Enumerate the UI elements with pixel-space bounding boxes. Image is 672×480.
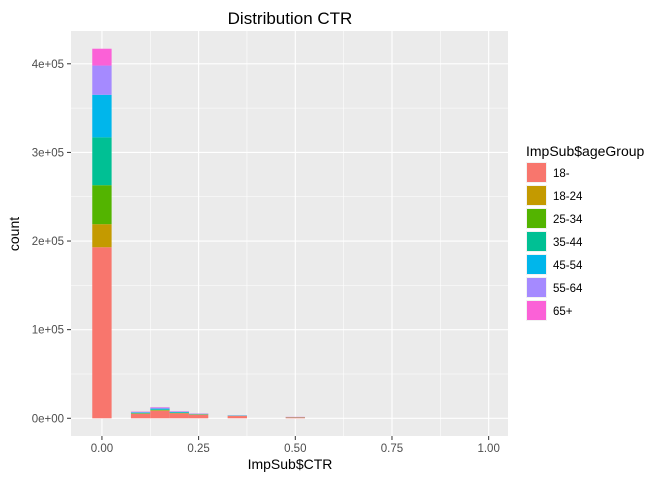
y-tick-label: 3e+05 (32, 147, 64, 159)
x-tick-label: 0.00 (91, 443, 113, 455)
legend-label: 18-24 (553, 191, 583, 203)
bar-segment (92, 94, 112, 138)
legend-key (527, 232, 546, 251)
bar-segment (92, 137, 112, 186)
legend-label: 65+ (553, 306, 573, 318)
chart-title: Distribution CTR (228, 9, 353, 28)
bar-segment (285, 417, 305, 419)
legend-label: 55-64 (553, 283, 583, 295)
bars (92, 48, 305, 419)
legend-label: 35-44 (553, 237, 583, 249)
legend-label: 18- (553, 168, 570, 180)
y-tick-label: 0e+00 (32, 413, 64, 425)
x-axis-title: ImpSub$CTR (248, 456, 333, 472)
bar-segment (130, 412, 151, 413)
x-tick-label: 1.00 (477, 443, 499, 455)
bar-segment (92, 185, 112, 225)
bar-segment (150, 409, 170, 410)
bar-segment (150, 408, 170, 410)
legend-key (527, 278, 546, 297)
y-tick-label: 4e+05 (32, 59, 64, 71)
y-tick-label: 1e+05 (32, 325, 64, 337)
bar-segment (92, 48, 112, 66)
legend-title: ImpSub$ageGroup (526, 143, 645, 159)
bar-segment (130, 413, 151, 419)
y-tick-label: 2e+05 (32, 236, 64, 248)
x-tick-label: 0.25 (187, 443, 209, 455)
bar-segment (227, 416, 247, 419)
plot-panel (71, 31, 508, 436)
legend-key (527, 209, 546, 228)
y-axis: 0e+00 1e+05 2e+05 3e+05 4e+05 (32, 59, 71, 425)
y-axis-title: count (6, 217, 22, 251)
legend-key (527, 255, 546, 274)
legend-key (527, 186, 546, 205)
legend-key (527, 163, 546, 182)
legend-label: 45-54 (553, 260, 583, 272)
legend-key (527, 301, 546, 320)
bar-segment (150, 410, 170, 419)
x-axis: 0.00 0.25 0.50 0.75 1.00 (91, 436, 500, 455)
bar-segment (150, 407, 170, 409)
bar-segment (92, 224, 112, 248)
bar-segment (169, 413, 189, 419)
bar-segment (92, 65, 112, 95)
x-tick-label: 0.75 (381, 443, 403, 455)
bar-segment (92, 247, 112, 419)
legend-label: 25-34 (553, 214, 583, 226)
x-tick-label: 0.50 (284, 443, 306, 455)
bar-segment (188, 414, 209, 419)
legend: ImpSub$ageGroup 18- 18-24 25-34 35-44 45-54 5… (526, 143, 645, 321)
